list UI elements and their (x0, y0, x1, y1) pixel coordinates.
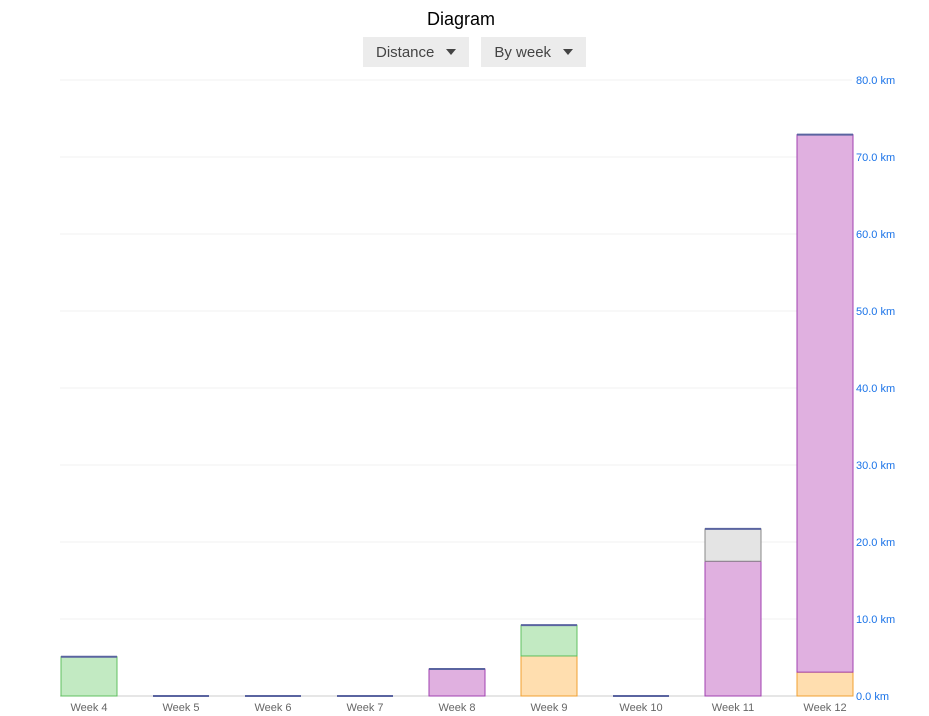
bar-segment (428, 668, 486, 697)
bar-segment (796, 134, 854, 673)
x-tick-label: Week 8 (438, 702, 475, 714)
y-tick-label: 60.0 km (856, 229, 895, 241)
x-tick-label: Week 6 (254, 702, 291, 714)
x-tick-label: Week 9 (530, 702, 567, 714)
metric-label: Distance (376, 43, 435, 61)
bar-segment (520, 624, 578, 657)
x-tick-label: Week 10 (619, 702, 662, 714)
y-tick-label: 70.0 km (856, 152, 895, 164)
y-tick-label: 80.0 km (856, 75, 895, 87)
x-tick-label: Week 7 (346, 702, 383, 714)
grouping-dropdown[interactable]: By week (481, 37, 587, 67)
x-tick-label: Week 4 (70, 702, 107, 714)
grouping-label: By week (494, 43, 552, 61)
y-tick-label: 0.0 km (856, 691, 889, 703)
y-tick-label: 40.0 km (856, 383, 895, 395)
bar-segment (796, 671, 854, 697)
caret-down-icon (446, 49, 457, 55)
caret-down-icon (563, 49, 574, 55)
metric-dropdown[interactable]: Distance (363, 37, 470, 67)
bar-segment (704, 560, 762, 697)
x-tick-label: Week 12 (803, 702, 846, 714)
y-tick-label: 50.0 km (856, 306, 895, 318)
chart-title: Diagram (426, 9, 496, 29)
x-tick-label: Week 11 (712, 702, 754, 714)
y-tick-label: 10.0 km (856, 614, 895, 626)
bar-segment (704, 528, 762, 562)
bar-segment (60, 656, 118, 697)
x-tick-label: Week 5 (162, 702, 199, 714)
bar-segment (520, 655, 578, 697)
y-tick-label: 20.0 km (856, 537, 895, 549)
y-tick-label: 30.0 km (856, 460, 895, 472)
